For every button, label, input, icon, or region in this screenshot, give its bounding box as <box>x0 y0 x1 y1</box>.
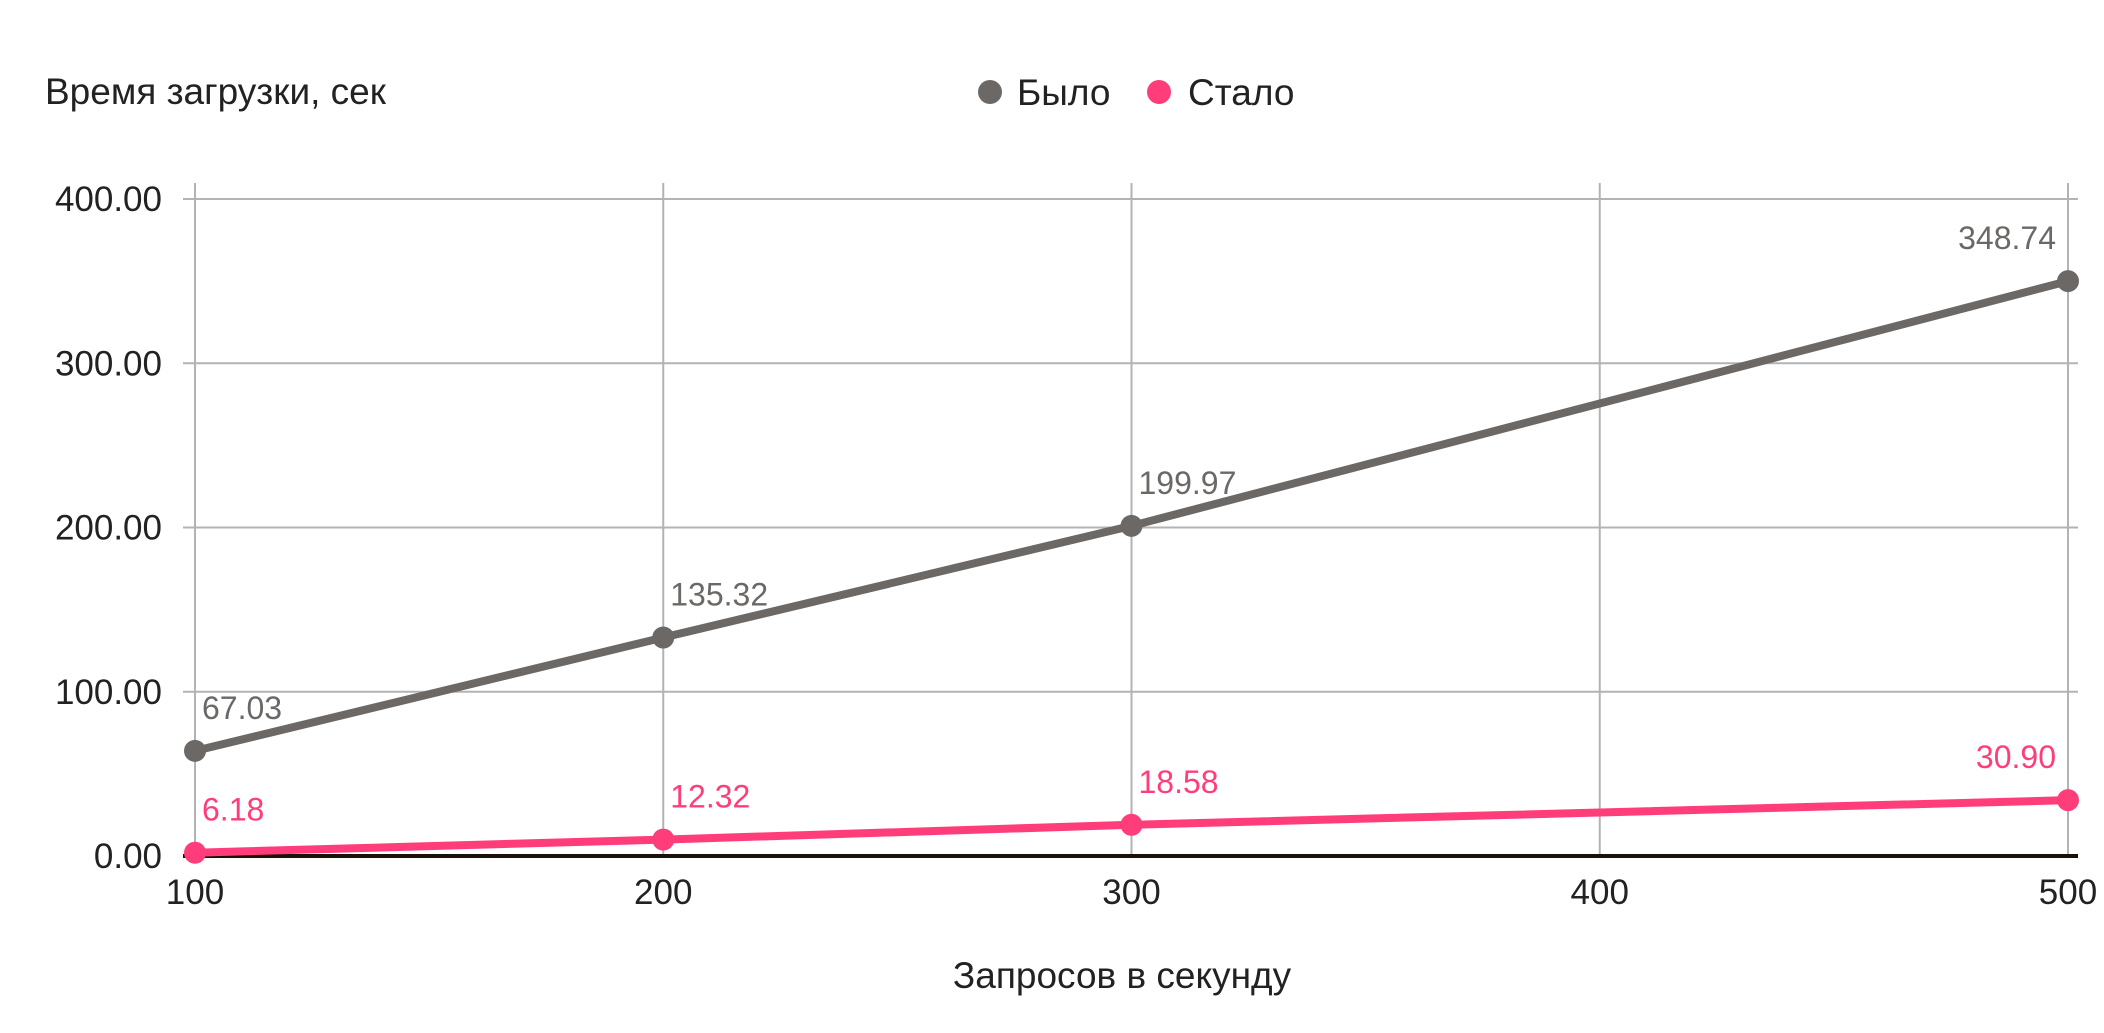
data-point-bylo <box>652 626 675 649</box>
data-label-stalo: 6.18 <box>202 792 264 828</box>
data-point-stalo <box>184 841 206 864</box>
data-point-stalo <box>1120 813 1143 836</box>
y-tick-label: 100.00 <box>55 673 162 712</box>
x-tick-label: 400 <box>1571 873 1629 912</box>
axes: 0.00 100.00 200.00 300.00 400.00 100 200 300 400… <box>55 180 2097 912</box>
data-labels: 67.03 135.32 199.97 348.74 6.18 12.32 18.58 30.… <box>202 220 2056 828</box>
y-axis-label: Время загрузки, сек <box>45 71 387 112</box>
data-label-stalo: 30.90 <box>1976 739 2056 775</box>
x-tick-label: 500 <box>2039 873 2097 912</box>
data-label-stalo: 12.32 <box>670 779 750 815</box>
data-point-bylo <box>1120 514 1143 537</box>
data-label-bylo: 135.32 <box>670 577 768 613</box>
data-point-bylo <box>2057 270 2079 293</box>
series-line-bylo <box>191 277 2072 755</box>
series-line-stalo <box>191 796 2072 857</box>
data-label-bylo: 67.03 <box>202 690 282 726</box>
legend-marker-bylo <box>978 80 1002 104</box>
x-tick-label: 300 <box>1102 873 1160 912</box>
legend-label-bylo: Было <box>1017 72 1110 113</box>
y-tick-label: 0.00 <box>94 837 162 876</box>
data-label-stalo: 18.58 <box>1139 764 1219 800</box>
x-tick-label: 200 <box>634 873 692 912</box>
legend-marker-stalo <box>1147 80 1171 104</box>
series-lines <box>184 270 2079 864</box>
y-tick-label: 300.00 <box>55 344 162 383</box>
grid <box>183 183 2078 856</box>
y-tick-label: 200.00 <box>55 509 162 548</box>
data-point-bylo <box>184 739 206 762</box>
x-tick-label: 100 <box>166 873 224 912</box>
legend-label-stalo: Стало <box>1188 72 1294 113</box>
data-point-stalo <box>652 828 675 851</box>
legend: Было Стало <box>978 72 1294 113</box>
data-point-stalo <box>2057 789 2079 812</box>
data-label-bylo: 348.74 <box>1958 220 2056 256</box>
legend-item-bylo: Было <box>978 72 1110 113</box>
x-axis-label: Запросов в секунду <box>953 955 1292 996</box>
data-label-bylo: 199.97 <box>1139 465 1237 501</box>
legend-item-stalo: Стало <box>1147 72 1294 113</box>
y-tick-label: 400.00 <box>55 180 162 219</box>
